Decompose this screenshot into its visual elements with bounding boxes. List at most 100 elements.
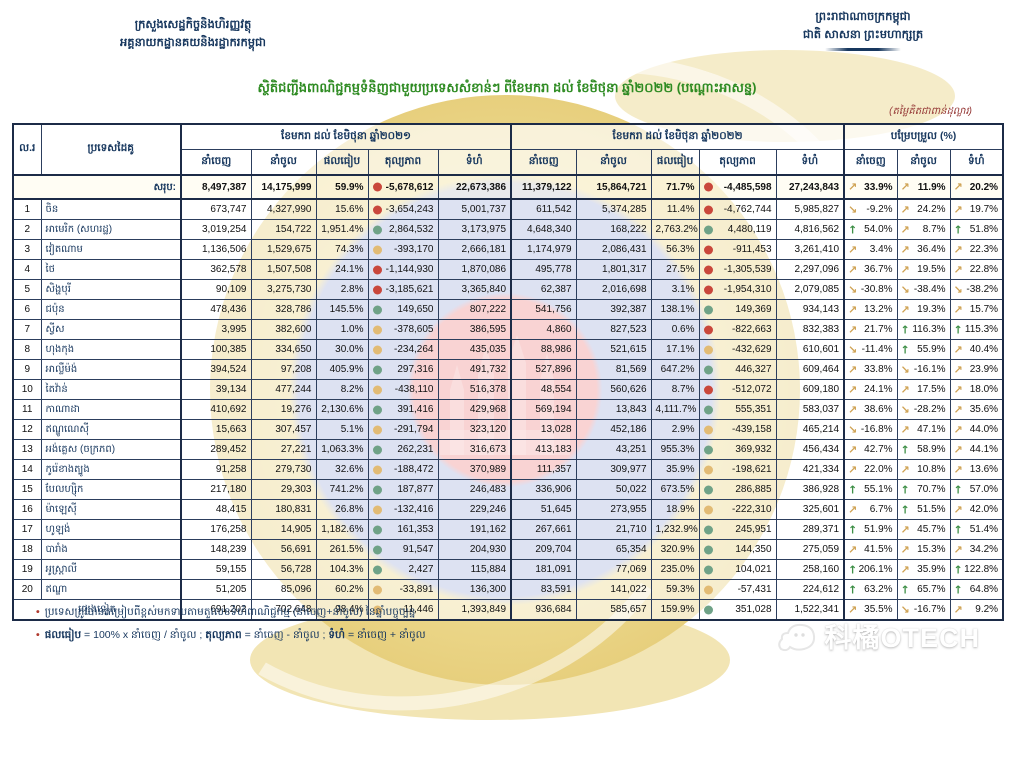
country-row: 4 ថៃ 362,578 1,507,508 24.1% -1,144,930 1,870,… (12, 259, 1004, 280)
y2021-ratio-value: 104.3% (315, 559, 369, 580)
y2021-ratio-value: 98.4% (315, 599, 369, 621)
unit-note: (តម្លៃគិតជាពាន់ដុល្លារ) (889, 106, 972, 117)
trend-arrow-up-icon: ↑ (900, 343, 910, 356)
country-name: អូស្ត្រាលី (40, 559, 182, 580)
y2021-ratio-value: 32.6% (315, 459, 369, 480)
row-number: 3 (12, 239, 42, 260)
country-name: ហូឡង់ (40, 519, 182, 540)
y2022-import-value: 141,022 (575, 579, 652, 600)
country-name: សិង្ហបុរី (40, 279, 182, 300)
trend-arrow-ne-icon: ↗ (848, 323, 858, 336)
y2021-volume-value: 429,968 (437, 399, 512, 420)
trend-arrow-ne-icon: ↗ (900, 243, 910, 256)
y2022-export-value: 111,357 (510, 459, 577, 480)
y2022-balance-value: 104,021 (698, 559, 777, 580)
row-number: 9 (12, 359, 42, 380)
y2021-balance-value: 297,316 (367, 359, 439, 380)
trend-arrow-ne-icon: ↗ (848, 383, 858, 396)
balance-status-dot-green (372, 405, 382, 414)
y2021-ratio-value: 1,063.3% (315, 439, 369, 460)
y2021-import-value: 19,276 (250, 399, 317, 420)
change-import-value: ↗ 45.7% (896, 519, 951, 540)
page-title: ស្ថិតិជញ្ជីងពាណិជ្ជកម្មទំនិញជាមួយប្រទេសស… (257, 80, 757, 95)
footnote-sorting-text: ប្រទេសត្រូវបានតម្រៀបពីខ្ពស់មកទាបតាមតួលេខ… (44, 606, 416, 618)
trend-arrow-se-icon: ↘ (848, 283, 858, 296)
country-row: 12 ឥណ្ឌូណេស៊ី 15,663 307,457 5.1% -291,794 323… (12, 419, 1004, 440)
y2021-ratio-value: 405.9% (315, 359, 369, 380)
country-row: 6 ជប៉ុន 478,436 328,786 145.5% 149,650 807,222… (12, 299, 1004, 320)
y2022-volume-value: 934,143 (775, 299, 845, 320)
col-header-country: ប្រទេសដៃគូ (40, 123, 182, 176)
col-header-balance-2021: តុល្យភាព (367, 149, 439, 176)
ministry-block: ក្រសួងសេដ្ឋកិច្ចនិងហិរញ្ញវត្ថុ អគ្គនាយកដ… (58, 16, 328, 52)
col-header-no: ល.រ (12, 123, 42, 176)
col-group-2022: ខែមករា ដល់ ខែមិថុនា ឆ្នាំ២០២២ (510, 123, 845, 150)
y2022-balance-value: -198,621 (698, 459, 777, 480)
row-number: 14 (12, 459, 42, 480)
balance-status-dot-red (703, 285, 713, 294)
bullet-icon: • (36, 606, 40, 618)
y2022-import-value: 452,186 (575, 419, 652, 440)
y2022-balance-value: 149,369 (698, 299, 777, 320)
balance-status-dot-yellow (703, 345, 713, 354)
change-volume-value: ↗ 44.1% (949, 439, 1004, 460)
y2021-balance-value: -11,446 (367, 599, 439, 621)
change-import-value: ↗ 24.2% (896, 198, 951, 220)
y2022-ratio-value: 35.9% (650, 459, 700, 480)
balance-status-dot-red (372, 182, 382, 192)
trend-arrow-up-icon: ↑ (900, 323, 910, 336)
trade-statistics-table: ល.រ ប្រទេសដៃគូ ខែមករា ដល់ ខែមិថុនា ឆ្នាំ… (12, 123, 1005, 621)
balance-status-dot-red (372, 265, 382, 274)
y2022-ratio-value: 2.9% (650, 419, 700, 440)
y2022-balance-value: 369,932 (698, 439, 777, 460)
y2022-ratio-value: 673.5% (650, 479, 700, 500)
y2022-balance-value: -1,305,539 (698, 259, 777, 280)
change-import-value: ↗ 11.9% (896, 174, 951, 200)
row-number: 11 (12, 399, 42, 420)
change-export-value: ↘ -16.8% (843, 419, 898, 440)
y2022-volume-value: 2,079,085 (775, 279, 845, 300)
trend-arrow-ne-icon: ↗ (848, 603, 858, 616)
y2022-ratio-value: 3.1% (650, 279, 700, 300)
y2022-export-value: 51,645 (510, 499, 577, 520)
row-number: 10 (12, 379, 42, 400)
y2022-import-value: 81,569 (575, 359, 652, 380)
row-number: 19 (12, 559, 42, 580)
trend-arrow-ne-icon: ↗ (953, 543, 963, 556)
trend-arrow-ne-icon: ↗ (848, 363, 858, 376)
y2021-export-value: 362,578 (180, 259, 252, 280)
y2021-ratio-value: 2,130.6% (315, 399, 369, 420)
y2022-volume-value: 3,261,410 (775, 239, 845, 260)
y2021-balance-value: -132,416 (367, 499, 439, 520)
trend-arrow-up-icon: ↑ (848, 563, 858, 576)
y2022-volume-value: 2,297,096 (775, 259, 845, 280)
trend-arrow-ne-icon: ↗ (953, 343, 963, 356)
change-export-value: ↗ 38.6% (843, 399, 898, 420)
y2022-ratio-value: 11.4% (650, 198, 700, 220)
col-group-change: បម្រែបម្រួល (%) (843, 123, 1004, 150)
y2022-import-value: 168,222 (575, 219, 652, 240)
row-number: 5 (12, 279, 42, 300)
y2021-volume-value: 316,673 (437, 439, 512, 460)
change-export-value: ↗ 41.5% (843, 539, 898, 560)
balance-status-dot-red (703, 265, 713, 274)
y2022-ratio-value: 4,111.7% (650, 399, 700, 420)
y2021-ratio-value: 60.2% (315, 579, 369, 600)
change-volume-value: ↗ 19.7% (949, 198, 1004, 220)
y2022-volume-value: 610,601 (775, 339, 845, 360)
y2022-export-value: 527,896 (510, 359, 577, 380)
change-import-value: ↘ -16.7% (896, 599, 951, 621)
y2022-ratio-value: 159.9% (650, 599, 700, 621)
group-header-row: ល.រ ប្រទេសដៃគូ ខែមករា ដល់ ខែមិថុនា ឆ្នាំ… (12, 123, 1004, 176)
y2021-import-value: 14,175,999 (250, 174, 317, 200)
y2021-export-value: 15,663 (180, 419, 252, 440)
y2022-export-value: 611,542 (510, 198, 577, 220)
kingdom-line1: ព្រះរាជាណាចក្រកម្ពុជា (815, 11, 911, 23)
y2022-import-value: 560,626 (575, 379, 652, 400)
country-row: 15 បែលហ្ស៊ិក 217,180 29,303 741.2% 187,877 246… (12, 479, 1004, 500)
trend-arrow-se-icon: ↘ (900, 283, 910, 296)
trend-arrow-ne-icon: ↗ (848, 443, 858, 456)
y2022-volume-value: 832,383 (775, 319, 845, 340)
balance-status-dot-red (372, 285, 382, 294)
y2022-import-value: 50,022 (575, 479, 652, 500)
